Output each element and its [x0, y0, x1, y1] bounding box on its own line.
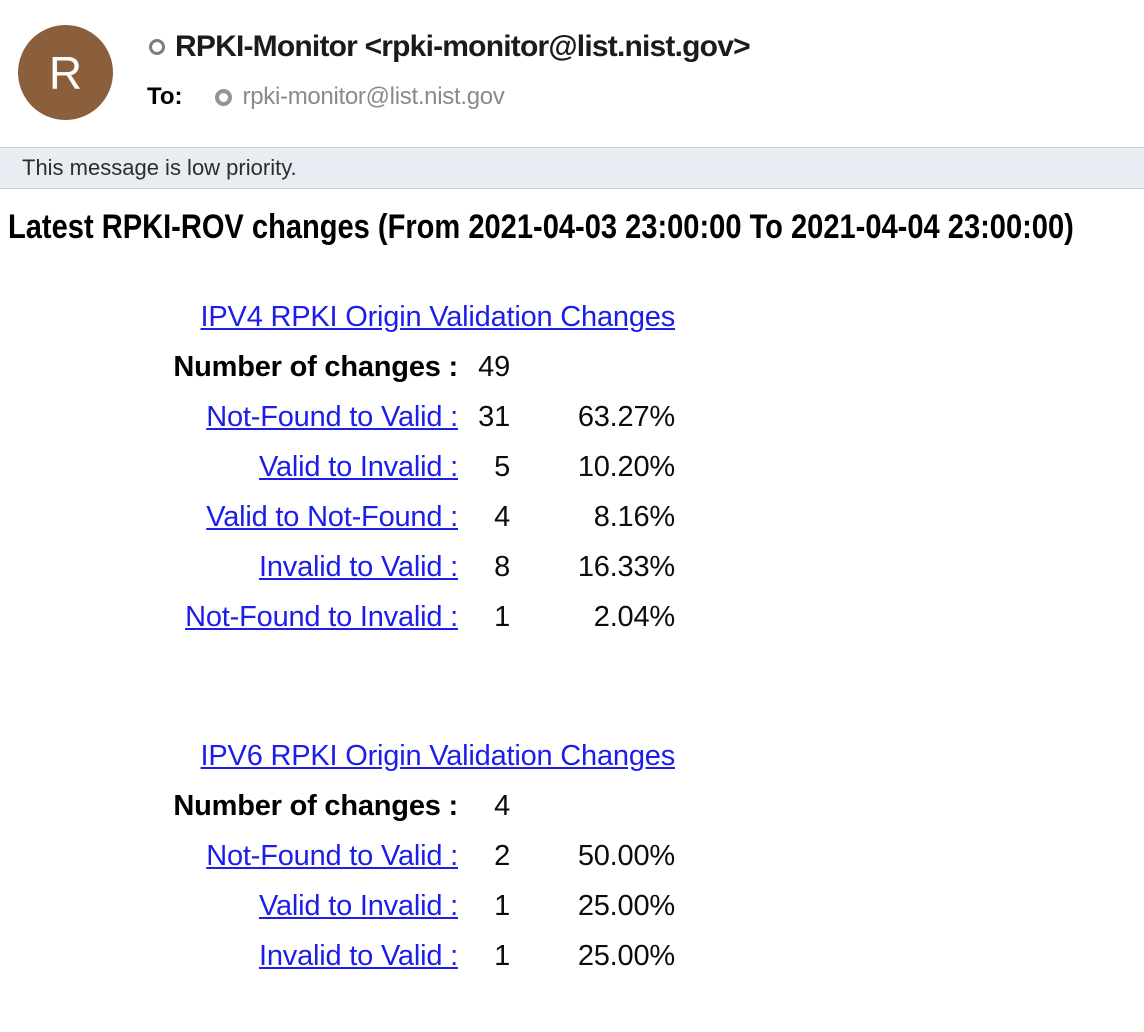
ipv6-invalid-to-valid-link[interactable]: Invalid to Valid :: [259, 939, 458, 972]
ipv6-notfound-to-valid-link[interactable]: Not-Found to Valid :: [206, 839, 458, 872]
row-percent: 50.00%: [577, 839, 675, 872]
row-count: 31: [478, 400, 510, 433]
table-row: Number of changes : 49: [160, 342, 675, 392]
ipv6-total-label: Number of changes :: [173, 789, 458, 822]
recipient-address[interactable]: rpki-monitor@list.nist.gov: [242, 83, 505, 110]
sender-name[interactable]: RPKI-Monitor <rpki-monitor@list.nist.gov…: [175, 30, 751, 63]
ipv4-total-label: Number of changes :: [173, 350, 458, 383]
recipient-row: To: rpki-monitor@list.nist.gov: [147, 83, 505, 111]
priority-banner-text: This message is low priority.: [22, 155, 297, 180]
row-count: 4: [494, 500, 510, 533]
ipv4-changes-table: IPV4 RPKI Origin Validation Changes Numb…: [160, 292, 675, 642]
ipv4-invalid-to-valid-link[interactable]: Invalid to Valid :: [259, 550, 458, 583]
sender-row: RPKI-Monitor <rpki-monitor@list.nist.gov…: [149, 30, 751, 64]
ipv6-table-title-link[interactable]: IPV6 RPKI Origin Validation Changes: [200, 739, 676, 772]
avatar[interactable]: R: [18, 25, 113, 120]
to-label: To:: [147, 83, 183, 110]
empty-cell: [510, 342, 675, 392]
table-row: Invalid to Valid : 8 16.33%: [160, 542, 675, 592]
table-row: Valid to Invalid : 5 10.20%: [160, 442, 675, 492]
row-percent: 25.00%: [577, 889, 675, 922]
row-percent: 10.20%: [577, 450, 675, 483]
row-count: 1: [494, 889, 510, 922]
recipient-contact-icon: [214, 88, 232, 106]
ipv4-total-count: 49: [478, 350, 510, 383]
ipv6-total-count: 4: [494, 789, 510, 822]
row-count: 8: [494, 550, 510, 583]
row-count: 1: [494, 939, 510, 972]
ipv6-changes-table: IPV6 RPKI Origin Validation Changes Numb…: [160, 731, 675, 981]
table-row: Not-Found to Valid : 31 63.27%: [160, 392, 675, 442]
row-percent: 8.16%: [593, 500, 675, 533]
row-count: 2: [494, 839, 510, 872]
ipv6-valid-to-invalid-link[interactable]: Valid to Invalid :: [259, 889, 458, 922]
empty-cell: [510, 781, 675, 831]
row-percent: 2.04%: [593, 600, 675, 633]
ipv4-table-title-link[interactable]: IPV4 RPKI Origin Validation Changes: [200, 300, 676, 333]
priority-banner: This message is low priority.: [0, 147, 1144, 189]
row-count: 1: [494, 600, 510, 633]
table-row: Not-Found to Invalid : 1 2.04%: [160, 592, 675, 642]
row-count: 5: [494, 450, 510, 483]
message-title: Latest RPKI-ROV changes (From 2021-04-03…: [8, 208, 1074, 246]
table-title-row: IPV6 RPKI Origin Validation Changes: [160, 731, 676, 781]
email-body: Latest RPKI-ROV changes (From 2021-04-03…: [0, 207, 1144, 981]
sender-contact-icon: [149, 39, 165, 55]
row-percent: 16.33%: [577, 550, 675, 583]
row-percent: 25.00%: [577, 939, 675, 972]
email-header: R RPKI-Monitor <rpki-monitor@list.nist.g…: [0, 0, 1144, 147]
table-row: Valid to Not-Found : 4 8.16%: [160, 492, 675, 542]
table-row: Not-Found to Valid : 2 50.00%: [160, 831, 675, 881]
table-row: Invalid to Valid : 1 25.00%: [160, 931, 675, 981]
ipv4-valid-to-notfound-link[interactable]: Valid to Not-Found :: [206, 500, 458, 533]
ipv4-valid-to-invalid-link[interactable]: Valid to Invalid :: [259, 450, 458, 483]
table-title-row: IPV4 RPKI Origin Validation Changes: [160, 292, 676, 342]
ipv4-notfound-to-valid-link[interactable]: Not-Found to Valid :: [206, 400, 458, 433]
table-row: Number of changes : 4: [160, 781, 675, 831]
row-percent: 63.27%: [577, 400, 675, 433]
ipv4-notfound-to-invalid-link[interactable]: Not-Found to Invalid :: [185, 600, 458, 633]
table-row: Valid to Invalid : 1 25.00%: [160, 881, 675, 931]
